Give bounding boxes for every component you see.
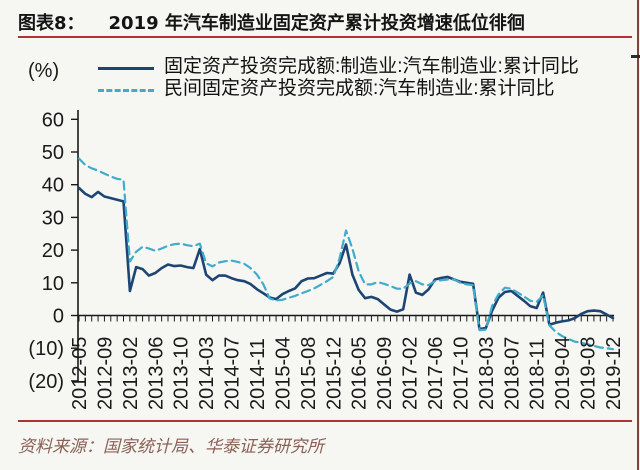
x-tick-label: 2016-05 — [349, 337, 371, 410]
x-tick-label: 2018-07 — [501, 337, 523, 410]
legend-item-dashed: 民间固定资产投资完成额:汽车制造业:累计同比 — [98, 78, 618, 99]
title-underline — [18, 36, 632, 38]
footer-rule — [18, 420, 632, 422]
x-tick-label: 2019-04 — [552, 337, 574, 410]
x-tick-label: 2019-08 — [578, 337, 600, 410]
y-tick-label: 50 — [42, 142, 64, 164]
y-tick-label: 20 — [42, 240, 64, 262]
page-right-border — [637, 0, 639, 470]
source-note: 资料来源：国家统计局、华泰证券研究所 — [18, 437, 324, 456]
figure-label: 图表8： — [18, 13, 85, 34]
legend-label-solid: 固定资产投资完成额:制造业:汽车制造业:累计同比 — [164, 56, 579, 77]
x-tick-label: 2015-04 — [272, 337, 294, 410]
legend-label-dashed: 民间固定资产投资完成额:汽车制造业:累计同比 — [164, 78, 555, 99]
x-tick-label: 2017-02 — [400, 337, 422, 410]
series-line-solid — [77, 186, 615, 331]
dashed-line-swatch — [98, 89, 154, 92]
y-tick-label: 30 — [42, 207, 64, 229]
edge-crop-artifact — [631, 55, 640, 58]
x-tick-label: 2012-09 — [94, 337, 116, 410]
y-tick-label: 10 — [42, 273, 64, 295]
figure-header: 图表8： 2019 年汽车制造业固定资产累计投资增速低位徘徊 — [18, 9, 618, 35]
x-tick-label: 2014-03 — [196, 337, 218, 410]
chart-legend: 固定资产投资完成额:制造业:汽车制造业:累计同比 民间固定资产投资完成额:汽车制… — [98, 56, 618, 100]
solid-line-swatch — [98, 67, 154, 70]
y-tick-label: (10) — [28, 338, 64, 360]
x-tick-label: 2014-07 — [222, 337, 244, 410]
x-tick-label: 2017-10 — [450, 337, 472, 410]
x-tick-label: 2015-08 — [298, 337, 320, 410]
x-tick-label: 2013-02 — [120, 337, 142, 410]
x-tick-label: 2015-12 — [323, 337, 345, 410]
y-tick-label: 60 — [42, 109, 64, 131]
x-tick-label: 2013-10 — [171, 337, 193, 410]
y-tick-label: 40 — [42, 175, 64, 197]
y-tick-label: 0 — [53, 306, 64, 328]
x-tick-label: 2018-11 — [527, 338, 549, 410]
x-tick-label: 2012-05 — [69, 337, 91, 410]
x-tick-label: 2016-09 — [374, 337, 396, 410]
x-tick-label: 2013-06 — [145, 337, 167, 410]
y-tick-label: (20) — [28, 371, 64, 393]
legend-item-solid: 固定资产投资完成额:制造业:汽车制造业:累计同比 — [98, 56, 618, 77]
y-axis-unit-label: (%) — [28, 60, 60, 82]
figure-title: 2019 年汽车制造业固定资产累计投资增速低位徘徊 — [108, 13, 525, 34]
x-tick-label: 2019-12 — [603, 337, 625, 410]
x-tick-label: 2017-06 — [425, 337, 447, 410]
series-line-dashed — [77, 157, 615, 351]
x-tick-label: 2014-11 — [247, 338, 269, 410]
x-tick-label: 2018-03 — [476, 337, 498, 410]
